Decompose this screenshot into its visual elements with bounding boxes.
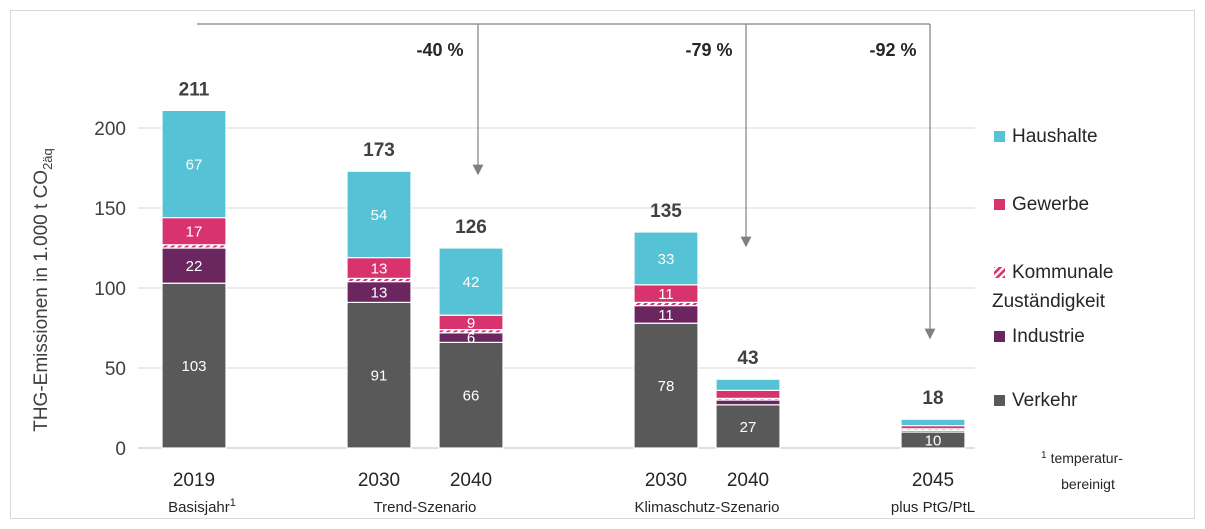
reduction-percent-label: -92 % [869, 40, 916, 60]
x-category-year: 2030 [358, 470, 400, 491]
x-category-year: 2019 [173, 470, 215, 491]
bar-segment-gewerbe [161, 217, 227, 246]
bar-2019: 103 22 17 67 211 [161, 79, 227, 449]
footnote-line2: bereinigt [1061, 476, 1115, 492]
y-tick-label: 150 [94, 199, 126, 220]
bar-total-label: 173 [363, 140, 395, 161]
segment-value-label: 66 [463, 388, 480, 405]
segment-value-label: 78 [658, 378, 675, 395]
legend-swatch [994, 395, 1005, 406]
segment-value-label: 22 [186, 258, 203, 275]
reduction-percent-label: -79 % [685, 40, 732, 60]
segment-value-label: 33 [658, 251, 675, 268]
bar-2040: 27 43 [715, 348, 781, 449]
y-tick-label: 200 [94, 119, 126, 140]
x-category-year: 2030 [645, 470, 687, 491]
legend-label: Verkehr [1012, 390, 1078, 411]
bar-total-label: 126 [455, 217, 487, 238]
x-group-label-text: Trend-Szenario [374, 499, 477, 516]
segment-value-label: 13 [371, 285, 388, 302]
segment-value-label: 17 [186, 224, 203, 241]
legend-swatch [994, 199, 1005, 210]
y-tick-label: 50 [105, 359, 126, 380]
segment-value-label: 10 [925, 433, 942, 450]
segment-value-label: 67 [186, 157, 203, 174]
footnote-text: temperatur- [1051, 450, 1124, 466]
x-group-label: Trend-Szenario [374, 499, 477, 516]
bar-total-label: 43 [737, 348, 758, 369]
bar-segment-gewerbe [715, 389, 781, 399]
gridlines [138, 127, 975, 449]
footnote-line1: 1 temperatur- [1041, 450, 1123, 466]
bar-segment-verkehr [715, 404, 781, 449]
x-group-label-text: Basisjahr [168, 499, 230, 516]
x-category-year: 2045 [912, 470, 954, 491]
bars: 1032217672119113135417366694212678111133… [161, 79, 966, 450]
y-axis-label-subscript: 2äq [40, 148, 55, 170]
segment-value-label: 27 [740, 419, 757, 436]
legend-label: Gewerbe [1012, 194, 1089, 215]
segment-value-label: 103 [181, 358, 206, 375]
x-group-label-text: plus PtG/PtL [891, 499, 975, 516]
x-group-label: Klimaschutz-Szenario [634, 499, 779, 516]
bar-2030: 91 13 13 54 173 [346, 140, 412, 449]
x-category-year: 2040 [727, 470, 769, 491]
bar-segment-haushalte [438, 247, 504, 316]
legend-swatch [994, 131, 1005, 142]
y-axis-label: THG-Emissionen in 1.000 t CO2äq [31, 148, 55, 432]
legend-label: Industrie [1012, 326, 1085, 347]
x-group-label-superscript: 1 [230, 497, 236, 509]
y-tick-label: 0 [115, 439, 126, 460]
bar-total-label: 211 [179, 79, 210, 100]
bar-segment-haushalte [900, 418, 966, 427]
x-group-label: Basisjahr1 [168, 497, 236, 516]
legend-label: Kommunale [1012, 262, 1113, 283]
bar-segment-haushalte [161, 109, 227, 219]
bar-total-label: 135 [650, 201, 682, 222]
segment-value-label: 11 [658, 307, 674, 324]
legend-swatch [994, 331, 1005, 342]
chart-border [10, 10, 1195, 519]
footnote-mark: 1 [1041, 450, 1047, 461]
bar-segment-haushalte [715, 378, 781, 392]
legend-label: Haushalte [1012, 126, 1098, 147]
y-axis-label-main: THG-Emissionen in 1.000 t CO [31, 170, 52, 432]
bar-segment-industrie [715, 399, 781, 406]
bar-segment-verkehr [346, 301, 412, 449]
y-tick-label: 100 [94, 279, 126, 300]
legend-swatch [994, 267, 1005, 278]
segment-value-label: 13 [371, 261, 388, 278]
bar-segment-haushalte [633, 231, 699, 286]
x-group-label-text: Klimaschutz-Szenario [634, 499, 779, 516]
bar-segment-verkehr [438, 341, 504, 449]
axes: 0 50 100 150 200 THG-Emissionen in 1.000 t CO… [31, 119, 975, 516]
reduction-annotations: -40 % -79 % -92 % [197, 23, 936, 340]
reduction-percent-label: -40 % [416, 40, 463, 60]
x-group-label: plus PtG/PtL [891, 499, 975, 516]
segment-value-label: 9 [467, 315, 475, 332]
x-category-year: 2040 [450, 470, 492, 491]
bar-segment-haushalte [346, 170, 412, 259]
bar-total-label: 18 [922, 388, 943, 409]
segment-value-label: 54 [371, 207, 388, 224]
segment-value-label: 11 [658, 286, 674, 303]
bar-segment-verkehr [633, 322, 699, 449]
segment-value-label: 91 [371, 368, 388, 385]
bar-2030: 78 11 11 33 135 [633, 201, 699, 449]
legend-label-continued: Zuständigkeit [992, 291, 1106, 312]
bar-segment-industrie [161, 247, 227, 284]
legend: Haushalte Gewerbe Kommunale Zuständigkeit In… [992, 126, 1123, 492]
bar-2045: 10 18 [900, 388, 966, 450]
segment-value-label: 6 [467, 330, 475, 347]
segment-value-label: 42 [463, 274, 480, 291]
